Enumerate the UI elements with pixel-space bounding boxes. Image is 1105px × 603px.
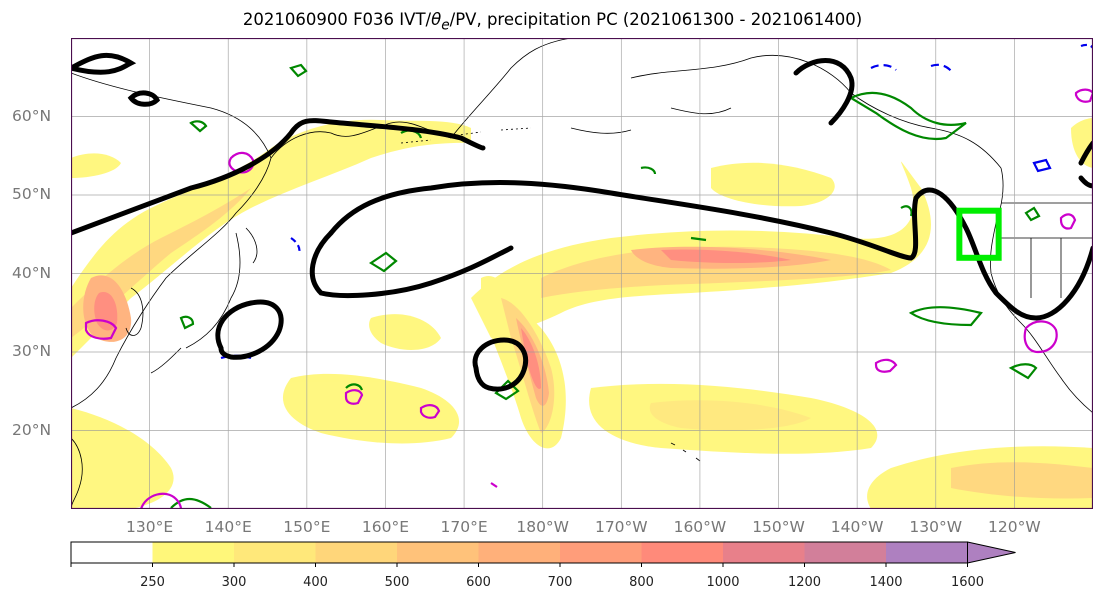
lon-label: 120°W <box>988 518 1041 536</box>
colorbar-segment <box>886 542 968 563</box>
colorbar-segment <box>315 542 398 563</box>
lat-label: 50°N <box>12 185 52 203</box>
lon-label: 160°E <box>361 518 410 536</box>
lon-label: 150°E <box>283 518 331 536</box>
colorbar-segment <box>478 542 561 563</box>
lon-label: 170°W <box>594 518 648 536</box>
title-theta: θ <box>431 10 442 29</box>
colorbar-tick-label: 1200 <box>787 575 822 590</box>
colorbar-tick-label: 250 <box>140 575 165 590</box>
colorbar-extend-arrow <box>967 541 1016 564</box>
lat-label: 20°N <box>12 420 52 439</box>
pv-magenta-contours <box>84 88 1093 509</box>
lon-label: 150°W <box>752 518 805 536</box>
colorbar-tick-label: 1600 <box>950 575 985 590</box>
gridlines <box>71 38 1093 509</box>
lon-label: 160°W <box>673 518 727 536</box>
colorbar-segment <box>234 542 316 563</box>
colorbar-tick-label: 600 <box>466 575 491 590</box>
highlight-box <box>956 207 1002 261</box>
colorbar-segment <box>804 542 887 563</box>
map-panel <box>71 38 1093 509</box>
map-frame-border <box>71 38 1093 509</box>
colorbar-tick-label: 1400 <box>869 575 903 590</box>
colorbar-segment <box>397 542 479 563</box>
colorbar-segment <box>560 542 642 563</box>
lon-label: 170°E <box>440 518 488 536</box>
lon-label: 130°W <box>909 518 963 536</box>
colorbar-segment <box>723 542 805 563</box>
title-theta-sub: e <box>441 17 450 34</box>
pv-green-contours <box>170 63 1041 509</box>
title-suffix: /PV, precipitation PC (2021061300 - 2021… <box>449 10 863 29</box>
colorbar-tick-label: 400 <box>303 575 328 590</box>
colorbar-tick-label: 700 <box>547 575 573 590</box>
colorbar-tick-label: 800 <box>629 575 654 590</box>
map-title: 2021060900 F036 IVT/θe/PV, precipitation… <box>0 10 1105 33</box>
colorbar-tick-label: 1000 <box>706 575 740 590</box>
colorbar-segment <box>152 542 235 563</box>
colorbar-segment <box>641 542 724 563</box>
lat-label: 30°N <box>12 342 52 360</box>
colorbar-outline <box>70 541 968 564</box>
colorbar-tick-label: 300 <box>221 575 247 590</box>
lon-label: 140°E <box>204 518 252 536</box>
lat-label: 60°N <box>12 106 52 125</box>
colorbar-segment <box>71 542 153 563</box>
lon-label: 140°W <box>830 518 884 536</box>
lat-label: 40°N <box>12 263 52 282</box>
title-prefix: 2021060900 F036 IVT/ <box>242 10 432 29</box>
theta-e-contours <box>71 52 1093 392</box>
lon-label: 130°E <box>126 518 174 536</box>
ivt-shading <box>71 118 1093 509</box>
lon-label: 180°W <box>516 518 570 536</box>
colorbar-tick-label: 500 <box>384 575 410 590</box>
